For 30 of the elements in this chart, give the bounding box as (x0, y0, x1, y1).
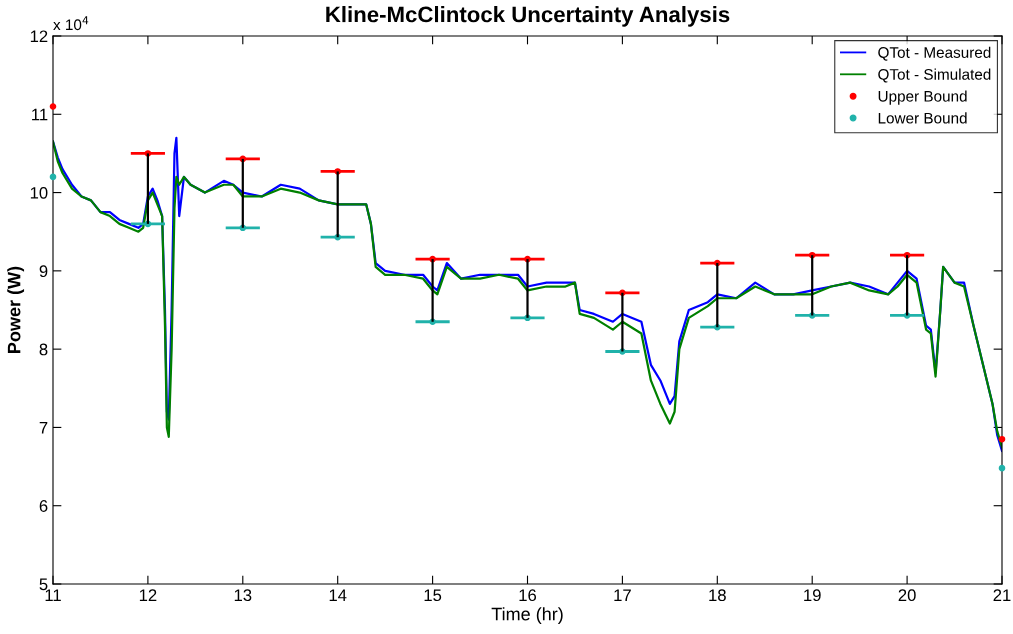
point (998, 435, 1006, 443)
x-tick-label: 21 (993, 589, 1011, 601)
x-tick-label: 16 (519, 589, 537, 602)
x-tick-label: 19 (804, 589, 821, 602)
x-tick-label: 17 (614, 589, 631, 601)
x-tick-label: 15 (424, 589, 442, 602)
x-tick-label: 13 (234, 589, 252, 602)
legend-label: QTot - Measured (878, 46, 991, 61)
y-tick-label: 12 (30, 30, 48, 43)
x-tick-label: 20 (898, 589, 916, 602)
text: x 10$^{4}$ (53, 16, 89, 31)
y-tick-label: 6 (39, 500, 48, 512)
y-axis-title: Power (W) (7, 266, 25, 353)
x-axis-title: Time (hr) (491, 607, 563, 624)
y-tick-label: 8 (39, 343, 48, 356)
point (49, 103, 57, 110)
legend-label: Upper Bound (878, 90, 967, 105)
point (49, 173, 57, 181)
y-tick-label: 7 (39, 422, 48, 434)
x-tick-label: 12 (139, 589, 157, 601)
legend-label: Lower Bound (878, 112, 967, 124)
point (998, 464, 1006, 472)
y-tick-label: 11 (32, 108, 48, 121)
x-tick-label: 14 (329, 589, 347, 601)
chart-title: Kline-McClintock Uncertainty Analysis (326, 6, 730, 27)
x-tick-label: 18 (709, 589, 726, 602)
y-tick-label: 5 (39, 578, 48, 591)
legend-label: QTot - Simulated (878, 68, 991, 83)
y-tick-label: 9 (39, 265, 48, 278)
y-tick-label: 10 (30, 186, 48, 199)
